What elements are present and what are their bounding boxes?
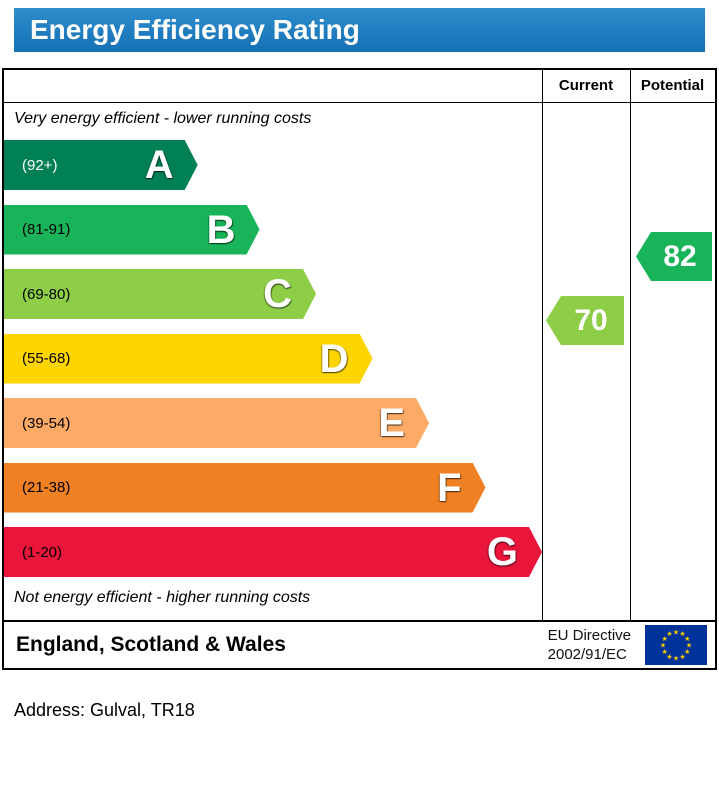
footer-right: EU Directive 2002/91/EC ★ ★ ★ ★ ★ ★ ★ ★ … bbox=[548, 625, 707, 665]
band-e: (39-54) E bbox=[4, 398, 429, 448]
band-letter: G bbox=[486, 530, 518, 574]
header-row-divider bbox=[4, 102, 715, 103]
band-range: (81-91) bbox=[22, 221, 71, 238]
band-range: (1-20) bbox=[22, 543, 63, 561]
band-range: (92+) bbox=[22, 156, 58, 174]
current-rating-arrow: 70 bbox=[546, 296, 624, 345]
svg-text:★: ★ bbox=[673, 629, 679, 637]
potential-column-header: Potential bbox=[640, 77, 705, 94]
caption-top: Very energy efficient - lower running co… bbox=[14, 110, 312, 127]
svg-text:★: ★ bbox=[679, 630, 685, 638]
current-column-header: Current bbox=[558, 77, 614, 94]
band-letter: C bbox=[263, 272, 293, 316]
band-range: (21-38) bbox=[22, 479, 71, 496]
band-a: (92+) A bbox=[4, 140, 198, 190]
title-banner: Energy Efficiency Rating bbox=[14, 8, 705, 52]
potential-rating-value: 82 bbox=[663, 239, 697, 273]
region-label: England, Scotland & Wales bbox=[16, 633, 286, 656]
rating-bands: (92+) A (81-91) B (69-80) C (55-68) D (3… bbox=[4, 140, 542, 592]
svg-text:★: ★ bbox=[662, 648, 668, 656]
band-c: (69-80) C bbox=[4, 269, 316, 319]
band-d: (55-68) D bbox=[4, 334, 373, 384]
address-line: Address: Gulval, TR18 bbox=[14, 700, 195, 720]
band-letter: D bbox=[319, 336, 349, 381]
band-letter: E bbox=[378, 401, 406, 445]
svg-text:★: ★ bbox=[666, 653, 672, 661]
svg-text:★: ★ bbox=[662, 635, 668, 643]
svg-text:★: ★ bbox=[666, 630, 672, 638]
band-b: (81-91) B bbox=[4, 205, 260, 255]
energy-rating-chart: Current Potential Very energy efficient … bbox=[2, 68, 717, 622]
svg-text:★: ★ bbox=[679, 653, 685, 661]
band-g: (1-20) G bbox=[4, 527, 542, 577]
footer-bar: England, Scotland & Wales EU Directive 2… bbox=[2, 620, 717, 670]
band-range: (39-54) bbox=[22, 414, 71, 432]
band-letter: B bbox=[206, 207, 236, 252]
svg-text:★: ★ bbox=[686, 642, 692, 650]
svg-text:★: ★ bbox=[660, 642, 666, 650]
eu-directive-line2: 2002/91/EC bbox=[547, 646, 627, 663]
current-rating-value: 70 bbox=[574, 303, 608, 337]
svg-text:★: ★ bbox=[684, 635, 690, 643]
svg-text:★: ★ bbox=[673, 655, 679, 663]
band-range: (69-80) bbox=[22, 285, 71, 303]
eu-directive-label: EU Directive 2002/91/EC bbox=[548, 626, 631, 664]
band-letter: F bbox=[437, 465, 462, 510]
potential-rating-arrow: 82 bbox=[636, 232, 712, 281]
caption-bottom: Not energy efficient - higher running co… bbox=[14, 589, 311, 606]
potential-column-divider bbox=[630, 70, 631, 620]
band-f: (21-38) F bbox=[4, 463, 486, 513]
band-range: (55-68) bbox=[22, 350, 71, 367]
page-title: Energy Efficiency Rating bbox=[30, 14, 360, 45]
band-letter: A bbox=[144, 143, 174, 187]
svg-text:★: ★ bbox=[684, 648, 690, 656]
eu-directive-line1: EU Directive bbox=[547, 627, 631, 644]
current-column-divider bbox=[542, 70, 543, 620]
eu-flag-icon: ★ ★ ★ ★ ★ ★ ★ ★ ★ ★ ★ ★ bbox=[645, 625, 707, 665]
